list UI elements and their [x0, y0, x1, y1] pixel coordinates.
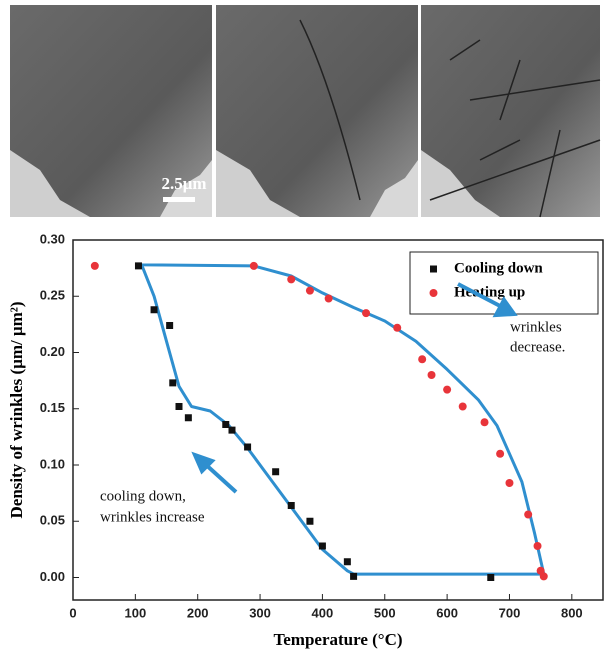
- point: [287, 275, 295, 283]
- x-tick-label: 0: [69, 605, 76, 620]
- point: [306, 287, 314, 295]
- legend-marker: [430, 266, 437, 273]
- point: [344, 558, 351, 565]
- point: [229, 427, 236, 434]
- y-axis-label: Density of wrinkles (μm/ μm²): [7, 301, 26, 518]
- annotation: wrinkles increase: [100, 509, 205, 525]
- point: [524, 511, 532, 519]
- point: [169, 379, 176, 386]
- legend-label: Cooling down: [454, 260, 543, 276]
- x-tick-label: 500: [374, 605, 396, 620]
- y-tick-label: 0.15: [40, 400, 65, 415]
- point: [505, 479, 513, 487]
- point: [418, 355, 426, 363]
- point: [496, 450, 504, 458]
- x-tick-label: 100: [125, 605, 147, 620]
- x-tick-label: 600: [436, 605, 458, 620]
- point: [272, 468, 279, 475]
- point: [540, 572, 548, 580]
- point: [481, 418, 489, 426]
- y-tick-label: 0.25: [40, 288, 65, 303]
- point: [487, 574, 494, 581]
- y-tick-label: 0.00: [40, 569, 65, 584]
- point: [222, 421, 229, 428]
- point: [135, 262, 142, 269]
- annotation: wrinkles: [510, 319, 562, 335]
- point: [319, 543, 326, 550]
- x-tick-label: 700: [499, 605, 521, 620]
- annotation: decrease.: [510, 339, 565, 355]
- point: [244, 444, 251, 451]
- point: [362, 309, 370, 317]
- y-tick-label: 0.05: [40, 513, 65, 528]
- point: [393, 324, 401, 332]
- point: [176, 403, 183, 410]
- x-axis-label: Temperature (°C): [273, 630, 402, 649]
- point: [534, 542, 542, 550]
- x-tick-label: 400: [312, 605, 334, 620]
- x-tick-label: 300: [249, 605, 271, 620]
- point: [459, 403, 467, 411]
- x-tick-label: 800: [561, 605, 583, 620]
- point: [325, 295, 333, 303]
- point: [288, 502, 295, 509]
- annotation: cooling down,: [100, 488, 186, 504]
- legend-marker: [430, 289, 438, 297]
- point: [185, 414, 192, 421]
- point: [91, 262, 99, 270]
- point: [151, 306, 158, 313]
- arrow: [204, 463, 236, 492]
- figure: 2.5μm 0 100 200 300 400 500 600 700 800 0.00 0.05 0…: [0, 0, 606, 660]
- point: [166, 322, 173, 329]
- point: [250, 262, 258, 270]
- micrographs: 2.5μm: [10, 5, 600, 217]
- point: [443, 386, 451, 394]
- point: [350, 573, 357, 580]
- y-tick-label: 0.30: [40, 231, 65, 246]
- scale-bar: [163, 197, 195, 202]
- y-tick-label: 0.10: [40, 456, 65, 471]
- point: [428, 371, 436, 379]
- y-tick-label: 0.20: [40, 344, 65, 359]
- point: [306, 518, 313, 525]
- scale-label: 2.5μm: [161, 174, 206, 193]
- x-tick-label: 200: [187, 605, 209, 620]
